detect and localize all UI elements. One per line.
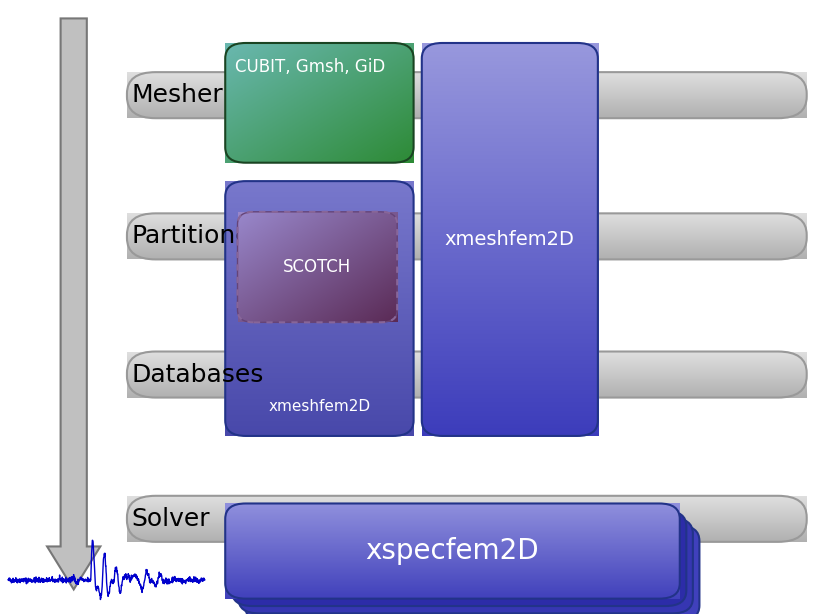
Text: SCOTCH: SCOTCH bbox=[283, 258, 351, 276]
Polygon shape bbox=[47, 18, 100, 589]
Text: xmeshfem2D: xmeshfem2D bbox=[269, 400, 370, 414]
Text: Mesher: Mesher bbox=[131, 83, 223, 107]
Text: Partitioner: Partitioner bbox=[131, 224, 261, 249]
FancyBboxPatch shape bbox=[232, 511, 686, 606]
Text: CUBIT, Gmsh, GiD: CUBIT, Gmsh, GiD bbox=[235, 58, 385, 76]
Text: Databases: Databases bbox=[131, 362, 264, 387]
Text: Solver: Solver bbox=[131, 507, 210, 531]
Text: xmeshfem2D: xmeshfem2D bbox=[445, 230, 575, 249]
Text: xspecfem2D: xspecfem2D bbox=[366, 537, 539, 565]
FancyBboxPatch shape bbox=[238, 518, 693, 613]
FancyBboxPatch shape bbox=[245, 526, 699, 614]
